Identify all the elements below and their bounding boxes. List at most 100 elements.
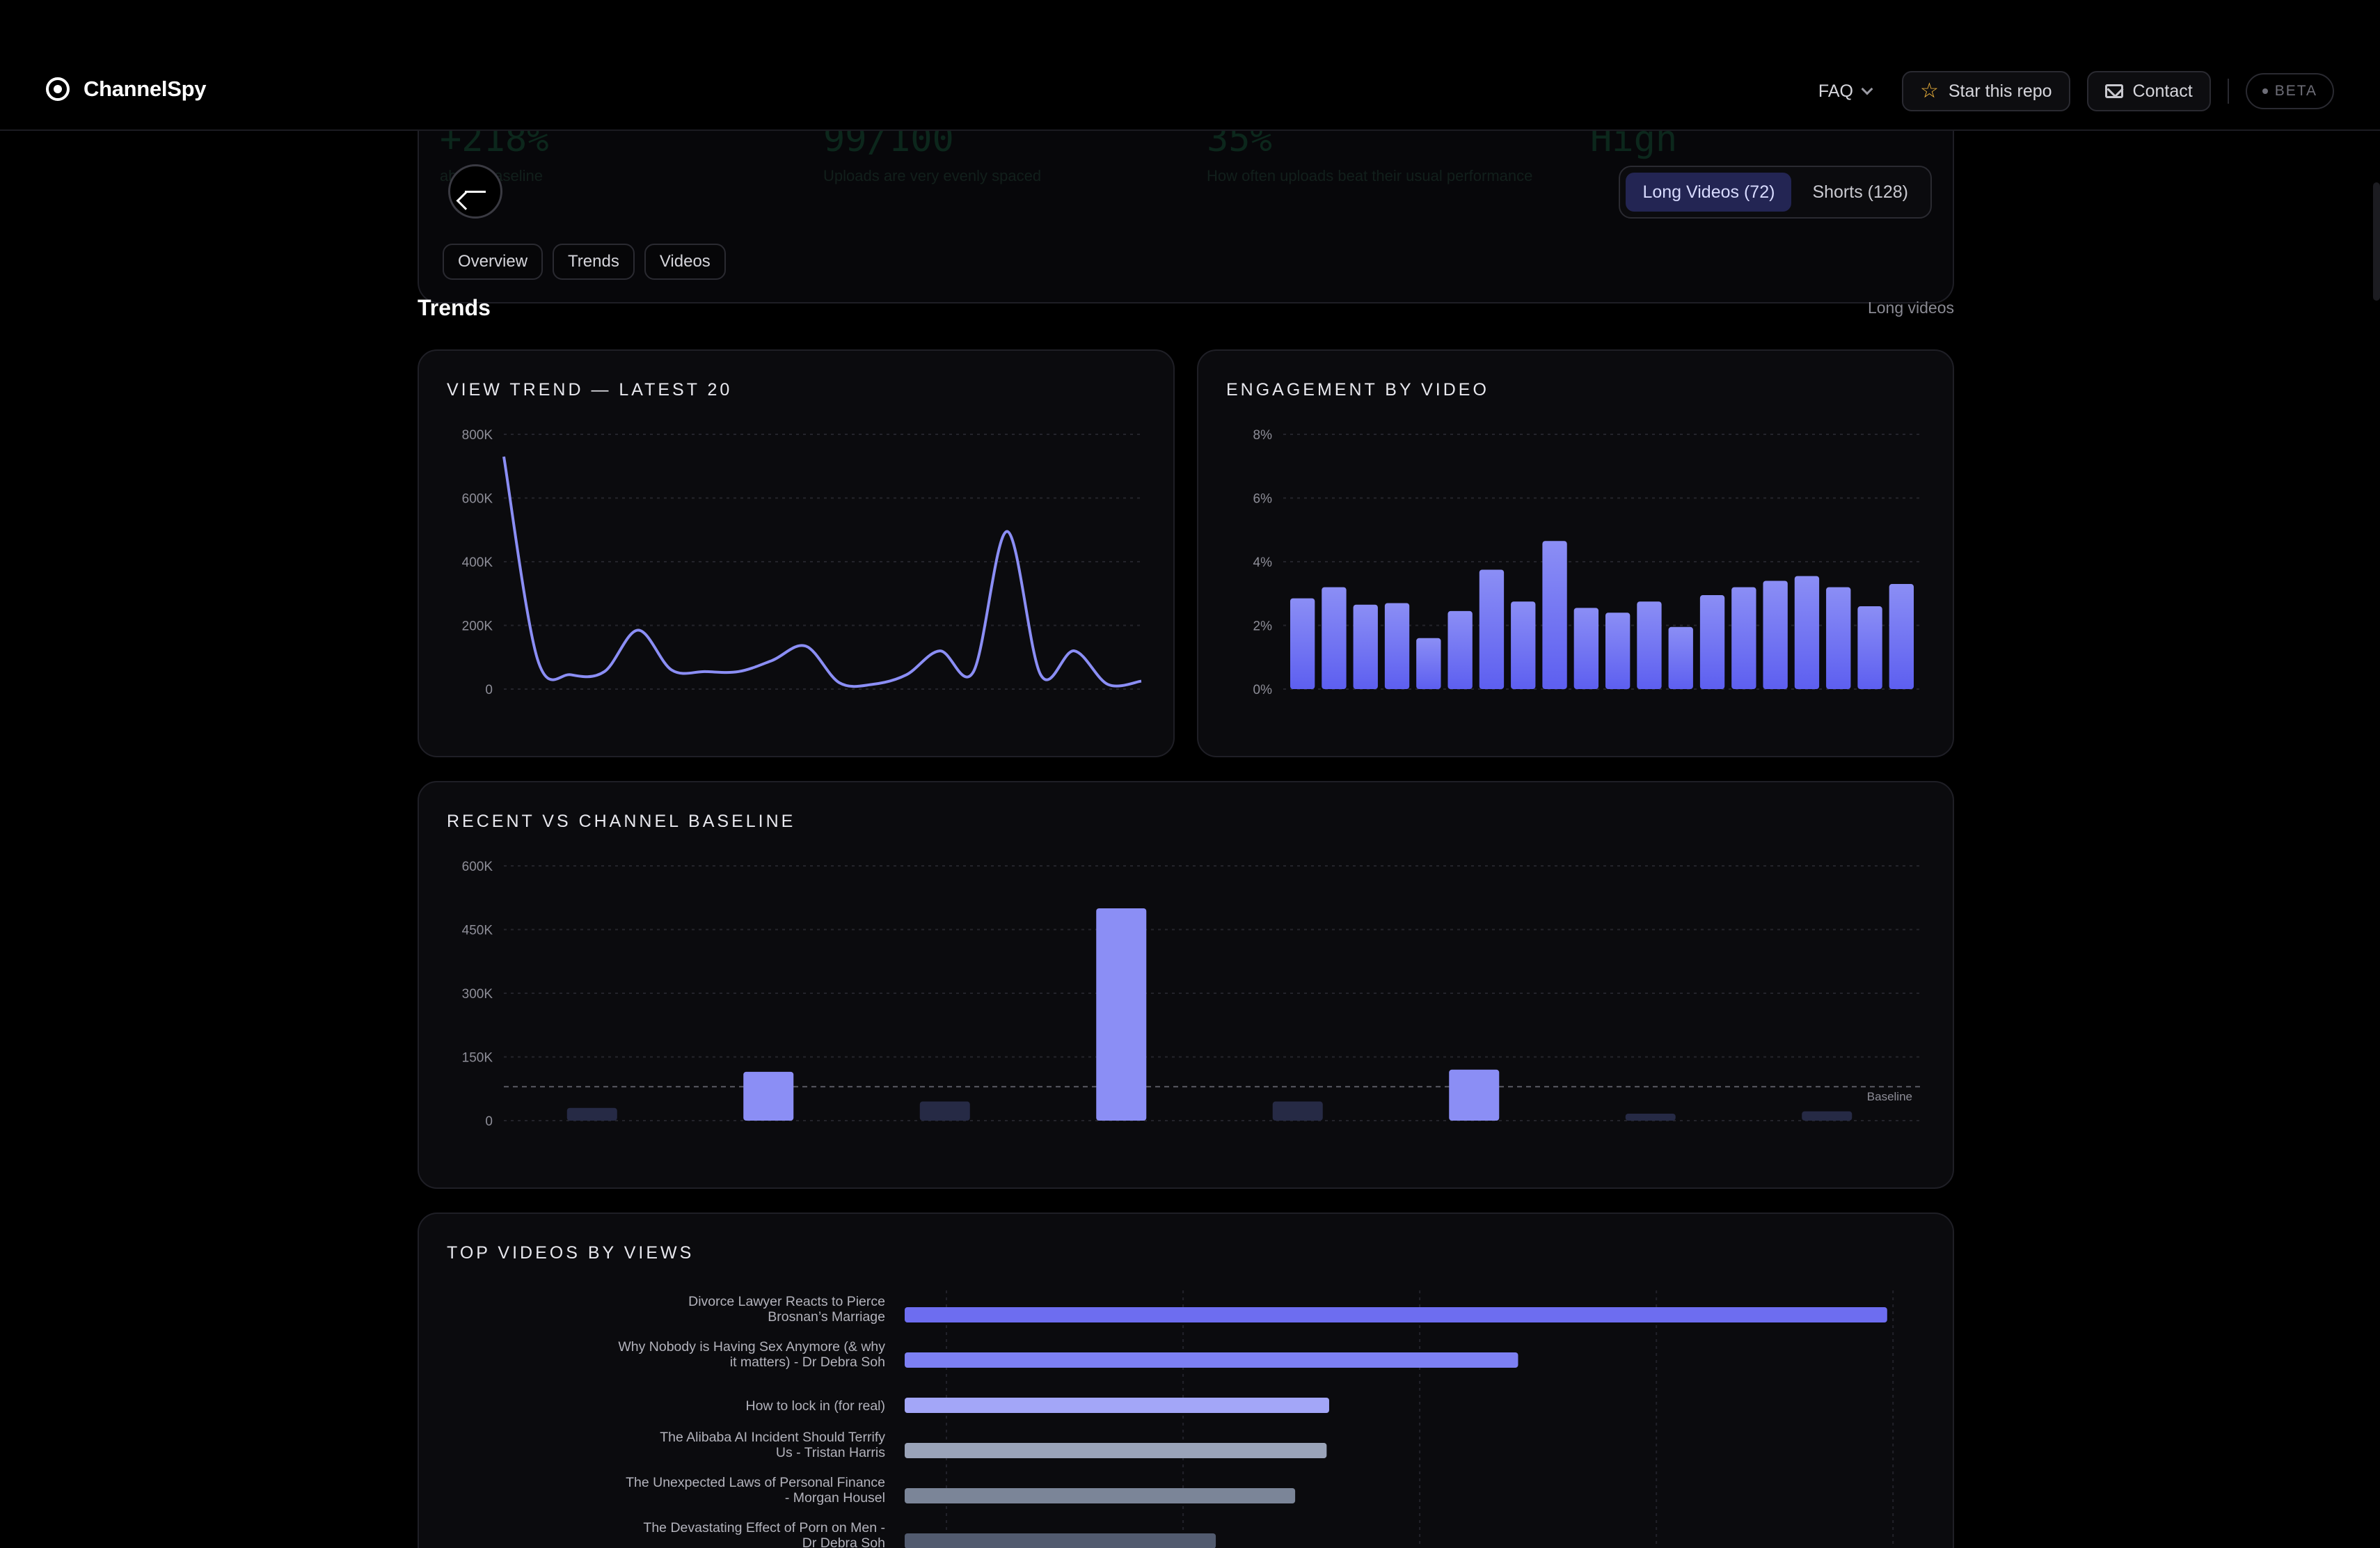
top-videos-chart: Divorce Lawyer Reacts to PierceBrosnan’s… — [618, 1290, 1894, 1548]
back-button[interactable] — [448, 164, 502, 219]
tab-videos[interactable]: Videos — [644, 244, 726, 280]
chevron-down-icon — [1861, 83, 1873, 95]
y-tick-label: 4% — [1253, 555, 1273, 570]
y-tick-label: 6% — [1253, 492, 1273, 507]
brand[interactable]: ChannelSpy — [46, 77, 206, 102]
bar — [1290, 598, 1315, 689]
bar — [1605, 613, 1631, 689]
top-videos-card: TOP VIDEOS BY VIEWS Divorce Lawyer React… — [418, 1213, 1954, 1548]
long-videos-toggle[interactable]: Long Videos (72) — [1626, 173, 1792, 212]
category-label: The Alibaba AI Incident Should Terrify — [660, 1430, 885, 1445]
contact-label: Contact — [2132, 81, 2193, 101]
category-label: Dr Debra Soh — [802, 1535, 885, 1548]
y-tick-label: 300K — [462, 987, 493, 1002]
y-tick-label: 600K — [462, 492, 493, 507]
category-label: The Unexpected Laws of Personal Finance — [626, 1475, 885, 1490]
bar — [1573, 608, 1599, 689]
beta-label: BETA — [2274, 83, 2317, 99]
nav-actions: FAQ ☆ Star this repo Contact BETA — [1804, 71, 2334, 111]
baseline-card: RECENT VS CHANNEL BASELINE 600K 450K 300K 1… — [418, 781, 1954, 1189]
beta-badge: BETA — [2245, 73, 2334, 109]
category-label: Why Nobody is Having Sex Anymore (& why — [618, 1339, 885, 1354]
y-tick-label: 800K — [462, 428, 493, 443]
category-label: Us - Tristan Harris — [776, 1445, 885, 1460]
category-label: The Devastating Effect of Porn on Men - — [643, 1520, 885, 1535]
star-repo-label: Star this repo — [1948, 81, 2052, 101]
bar — [905, 1488, 1296, 1503]
category-label: How to lock in (for real) — [746, 1398, 885, 1414]
chart-title: VIEW TREND — LATEST 20 — [447, 380, 733, 400]
beta-dot-icon — [2262, 88, 2268, 94]
baseline-label: Baseline — [1867, 1090, 1912, 1103]
tab-trends[interactable]: Trends — [553, 244, 635, 280]
y-tick-label: 0 — [485, 1114, 493, 1129]
bar — [1449, 1069, 1500, 1121]
video-type-toggle: Long Videos (72) Shorts (128) — [1619, 166, 1932, 219]
tab-overview[interactable]: Overview — [443, 244, 544, 280]
y-tick-label: 400K — [462, 555, 493, 570]
y-tick-label: 200K — [462, 619, 493, 634]
bar — [905, 1352, 1518, 1368]
logo-icon — [46, 77, 70, 101]
bar — [1625, 1114, 1676, 1121]
category-label: it matters) - Dr Debra Soh — [730, 1354, 885, 1370]
stat-label: Uploads are very evenly spaced — [823, 167, 1042, 184]
bar — [1447, 610, 1473, 689]
bar — [1763, 580, 1788, 689]
bar — [1637, 601, 1662, 689]
star-repo-button[interactable]: ☆ Star this repo — [1901, 71, 2070, 111]
series-line — [502, 456, 1142, 688]
bar — [566, 1107, 617, 1121]
y-tick-label: 0 — [485, 683, 493, 697]
y-tick-label: 8% — [1253, 428, 1273, 443]
chart-title: TOP VIDEOS BY VIEWS — [447, 1243, 695, 1263]
bar — [1699, 595, 1725, 689]
bar — [1889, 584, 1914, 689]
shorts-toggle[interactable]: Shorts (128) — [1812, 182, 1908, 202]
faq-dropdown[interactable]: FAQ — [1804, 81, 1885, 102]
nav-divider — [2227, 79, 2229, 104]
bar — [905, 1398, 1329, 1413]
bar — [1353, 604, 1378, 689]
bar — [905, 1307, 1887, 1322]
bar — [1731, 587, 1756, 689]
bar — [1416, 638, 1441, 689]
bar — [1857, 606, 1882, 689]
view-trend-chart: 800K 600K 400K 200K 0 — [462, 428, 1143, 697]
bar — [1479, 569, 1505, 689]
section-title: Trends — [418, 295, 491, 320]
channel-header-card: +218% above baseline 99/100 Uploads are … — [418, 104, 1954, 303]
trends-header: Trends Long videos — [418, 295, 1954, 321]
bar — [919, 1101, 970, 1121]
y-tick-label: 0% — [1253, 683, 1273, 697]
engagement-card: ENGAGEMENT BY VIDEO 8% 6% 4% 2% 0% — [1197, 349, 1954, 757]
category-label: Divorce Lawyer Reacts to Pierce — [688, 1294, 885, 1309]
engagement-chart: 8% 6% 4% 2% 0% — [1253, 428, 1922, 697]
faq-label: FAQ — [1818, 81, 1853, 101]
section-subtitle: Long videos — [1867, 299, 1954, 317]
y-tick-label: 2% — [1253, 619, 1273, 634]
y-tick-label: 150K — [462, 1051, 493, 1066]
stat-label: How often uploads beat their usual perfo… — [1207, 167, 1533, 184]
top-nav: ChannelSpy FAQ ☆ Star this repo Contact … — [0, 0, 2380, 131]
baseline-chart: 600K 450K 300K 150K 0 Baseline — [462, 860, 1922, 1129]
bar — [1826, 587, 1851, 689]
bar — [1802, 1111, 1853, 1121]
mail-icon — [2104, 84, 2123, 98]
scrollbar-thumb[interactable] — [2373, 182, 2380, 301]
view-trend-card: VIEW TREND — LATEST 20 800K 600K 400K 200K 0 — [418, 349, 1175, 757]
bar — [1511, 601, 1536, 689]
bar — [1668, 626, 1693, 689]
bar — [905, 1443, 1327, 1458]
bar — [743, 1071, 794, 1121]
category-label: - Morgan Housel — [785, 1490, 885, 1506]
brand-name: ChannelSpy — [84, 77, 207, 101]
y-tick-label: 450K — [462, 924, 493, 938]
chart-title: ENGAGEMENT BY VIDEO — [1226, 380, 1489, 400]
chart-title: RECENT VS CHANNEL BASELINE — [447, 812, 796, 831]
bar — [1794, 576, 1820, 689]
y-tick-label: 600K — [462, 860, 493, 874]
bar — [905, 1533, 1216, 1548]
contact-button[interactable]: Contact — [2086, 71, 2211, 111]
category-label: Brosnan’s Marriage — [768, 1309, 885, 1325]
